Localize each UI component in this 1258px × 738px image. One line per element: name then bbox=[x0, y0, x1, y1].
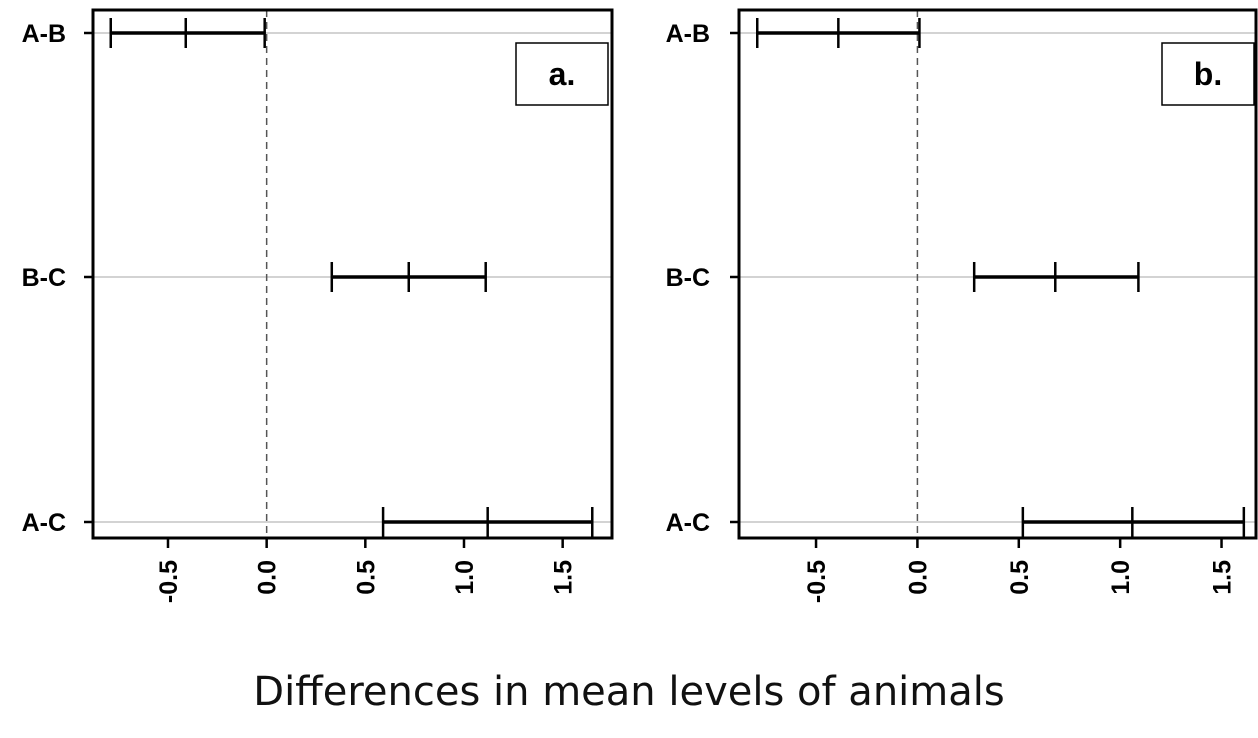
x-tick-label: 0.0 bbox=[254, 560, 282, 595]
panel-label-box bbox=[515, 42, 609, 106]
x-tick-label: 1.0 bbox=[451, 560, 479, 595]
panel-label: a. bbox=[549, 56, 576, 92]
plot-frame bbox=[91, 8, 614, 540]
error-bar-a-b bbox=[755, 18, 921, 48]
x-tick-label: 0.5 bbox=[1006, 560, 1034, 595]
y-tick-label: B-C bbox=[22, 264, 66, 292]
error-bar-a-b bbox=[109, 18, 266, 48]
x-tick-label: -0.5 bbox=[155, 560, 183, 603]
error-bar-a-c bbox=[1021, 507, 1246, 537]
panel-label-box bbox=[1161, 42, 1255, 106]
y-tick-label: A-B bbox=[22, 20, 66, 48]
x-tick-label: 0.5 bbox=[352, 560, 380, 595]
x-tick-label: 0.0 bbox=[904, 560, 932, 595]
x-tick-label: 1.0 bbox=[1107, 560, 1135, 595]
panel-label: b. bbox=[1194, 56, 1222, 92]
error-bar-b-c bbox=[330, 262, 487, 292]
y-tick-label: A-C bbox=[666, 509, 710, 537]
x-tick-label: -0.5 bbox=[803, 560, 831, 603]
x-axis-label: Differences in mean levels of animals bbox=[253, 669, 1004, 715]
x-tick-label: 1.5 bbox=[1209, 560, 1237, 595]
y-tick-label: B-C bbox=[666, 264, 710, 292]
y-tick-label: A-B bbox=[666, 20, 710, 48]
error-bar-a-c bbox=[381, 507, 594, 537]
panel-a: A-B B-C A-C -0.5 0.0 0.5 1.0 1.5 a. bbox=[22, 8, 614, 603]
error-bar-b-c bbox=[972, 262, 1140, 292]
panel-b: A-B B-C A-C -0.5 0.0 0.5 1.0 1.5 b. bbox=[666, 8, 1258, 603]
x-tick-label: 1.5 bbox=[550, 560, 578, 595]
plot-frame bbox=[737, 8, 1258, 540]
y-tick-label: A-C bbox=[22, 509, 66, 537]
